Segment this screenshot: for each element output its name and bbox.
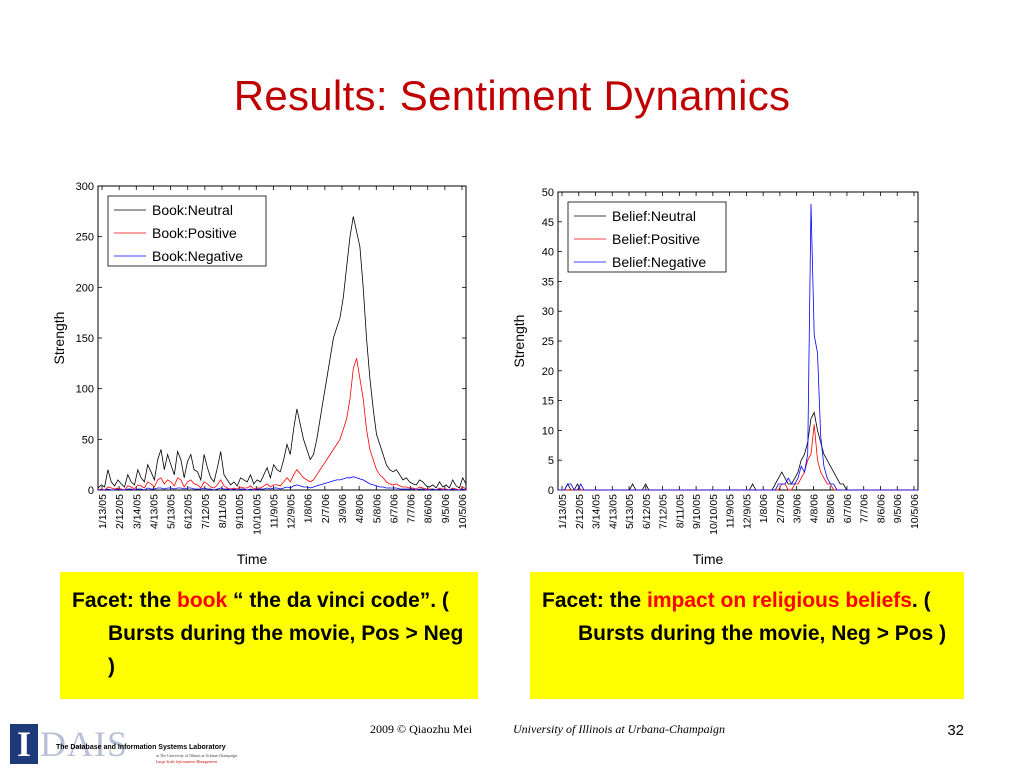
logo-letter: I [10, 724, 38, 764]
y-tick-label: 10 [542, 425, 554, 437]
y-tick-label: 0 [548, 485, 554, 497]
x-tick-label: 3/14/05 [591, 494, 603, 529]
logo-lab-name: The Database and Information Systems Lab… [56, 744, 226, 751]
x-tick-label: 9/10/05 [234, 494, 246, 529]
x-tick-label: 10/10/05 [708, 494, 720, 535]
x-tick-label: 5/8/06 [371, 494, 383, 523]
x-tick-label: 2/7/06 [320, 494, 332, 523]
footer-university: University of Illinois at Urbana-Champai… [513, 722, 725, 736]
y-tick-label: 0 [88, 485, 94, 497]
x-tick-label: 4/8/06 [808, 494, 820, 523]
series-line-book-neutral [97, 216, 467, 489]
y-tick-label: 30 [542, 306, 554, 318]
x-tick-label: 8/6/06 [423, 494, 435, 523]
x-axis-label: Time [693, 551, 724, 567]
y-tick-label: 20 [542, 366, 554, 378]
footer-copyright: 2009 © Qiaozhu Mei [370, 722, 473, 736]
y-tick-label: 5 [548, 455, 554, 467]
y-tick-label: 15 [542, 396, 554, 408]
slide-title: Results: Sentiment Dynamics [233, 72, 791, 119]
logo-subtitle-2: Large Scale Information Management [156, 759, 218, 764]
x-tick-label: 9/5/06 [892, 494, 904, 523]
caption-belief: Facet: the impact on religious beliefs. … [530, 572, 964, 699]
x-tick-label: 5/13/05 [166, 494, 178, 529]
x-tick-label: 4/13/05 [148, 494, 160, 529]
caption-prefix: Facet: the [72, 589, 178, 612]
x-tick-label: 8/11/05 [217, 494, 229, 528]
y-tick-label: 40 [542, 247, 554, 259]
y-tick-label: 200 [76, 282, 94, 294]
y-tick-label: 25 [542, 336, 554, 348]
book-sentiment-chart: 0 50 100 150 200 250 300 1/13/05 2/12/05 3/14/05 4… [51, 181, 469, 567]
legend-box [107, 195, 267, 267]
x-tick-label: 3/9/06 [792, 494, 804, 523]
x-tick-label: 11/9/05 [268, 494, 280, 528]
x-tick-label: 8/6/06 [875, 494, 887, 523]
dais-logo: I DAIS The Database and Information Syst… [6, 722, 266, 766]
x-tick-label: 4/8/06 [354, 494, 366, 523]
x-tick-label: 3/9/06 [337, 494, 349, 523]
legend-label: Book:Neutral [152, 202, 233, 218]
legend-label: Book:Positive [152, 225, 237, 241]
y-tick-label: 150 [76, 333, 94, 345]
y-tick-label: 45 [542, 217, 554, 229]
x-tick-label: 6/12/05 [183, 494, 195, 529]
caption-suffix: “ the da vinci code”. ( Bursts during th… [108, 589, 464, 678]
y-tick-label: 50 [542, 187, 554, 199]
x-tick-label: 11/9/05 [725, 494, 737, 528]
y-tick-label: 250 [76, 232, 94, 244]
belief-sentiment-chart: 0 5 10 15 20 25 30 35 40 45 50 1/13/05 2/12/05 3/14/0… [511, 187, 921, 567]
series-line-book-positive [97, 358, 467, 491]
x-tick-label: 5/13/05 [624, 494, 636, 529]
y-tick-label: 100 [76, 384, 94, 396]
x-tick-label: 10/10/05 [251, 494, 263, 535]
page-number: 32 [947, 722, 964, 739]
logo-subtitle: at The University of Illinois at Urbana-… [156, 753, 238, 758]
caption-prefix: Facet: the [542, 589, 648, 612]
y-axis-label: Strength [511, 315, 527, 368]
legend-label: Belief:Neutral [612, 208, 696, 224]
x-tick-label: 12/9/05 [741, 494, 753, 529]
x-tick-label: 6/7/06 [842, 494, 854, 523]
x-tick-label: 6/7/06 [388, 494, 400, 523]
x-tick-label: 12/9/05 [286, 494, 298, 529]
x-tick-label: 10/5/06 [457, 494, 469, 529]
caption-highlight: book [177, 589, 228, 612]
x-tick-label: 9/10/05 [691, 494, 703, 529]
x-tick-label: 7/7/06 [859, 494, 871, 523]
x-tick-label: 2/12/05 [114, 494, 126, 529]
y-tick-label: 50 [82, 434, 94, 446]
logo-name: DAIS [40, 724, 129, 764]
y-axis-label: Strength [51, 312, 67, 365]
legend-label: Book:Negative [152, 248, 243, 264]
x-tick-label: 10/5/06 [909, 494, 921, 529]
legend-box [567, 201, 727, 273]
caption-book: Facet: the book “ the da vinci code”. ( … [60, 572, 478, 699]
x-tick-label: 7/12/05 [200, 494, 212, 529]
y-tick-label: 35 [542, 276, 554, 288]
x-tick-label: 7/7/06 [406, 494, 418, 523]
x-tick-label: 1/8/06 [303, 494, 315, 523]
x-tick-label: 2/12/05 [574, 494, 586, 529]
series-line-belief-negative [558, 203, 918, 491]
legend-label: Belief:Negative [612, 254, 706, 270]
series-line-book-negative [98, 476, 467, 491]
x-axis-label: Time [237, 551, 268, 567]
x-tick-label: 9/5/06 [440, 494, 452, 523]
x-tick-label: 1/8/06 [758, 494, 770, 523]
legend-label: Belief:Positive [612, 231, 700, 247]
caption-suffix: . ( Bursts during the movie, Neg > Pos ) [578, 589, 947, 645]
x-tick-label: 1/13/05 [557, 494, 569, 529]
x-tick-label: 4/13/05 [607, 494, 619, 529]
y-tick-label: 300 [76, 181, 94, 193]
x-tick-label: 1/13/05 [97, 494, 109, 529]
x-tick-label: 2/7/06 [775, 494, 787, 523]
caption-highlight: impact on religious beliefs [647, 589, 912, 612]
x-tick-label: 5/8/06 [825, 494, 837, 523]
x-tick-label: 3/14/05 [131, 494, 143, 529]
x-tick-label: 6/12/05 [641, 494, 653, 529]
x-tick-label: 7/12/05 [658, 494, 670, 529]
x-tick-label: 8/11/05 [674, 494, 686, 528]
